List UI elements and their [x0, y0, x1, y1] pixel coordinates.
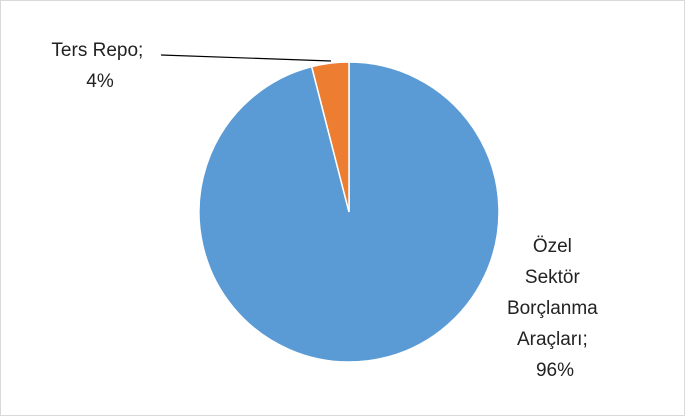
label-ozel-sektor-line-4: Araçları; — [517, 329, 588, 350]
leader-line-ters-repo — [160, 54, 332, 62]
label-ozel-sektor: Özel Sektör Borçlanma Araçları; 96% — [507, 236, 603, 381]
label-ters-repo: Ters Repo; 4% — [51, 40, 148, 92]
label-ozel-sektor-line-3: Borçlanma — [507, 298, 598, 319]
label-ozel-sektor-line-2: Sektör — [525, 267, 581, 288]
label-ozel-sektor-line-1: Özel — [533, 236, 572, 257]
pie-slice-1 — [310, 61, 350, 213]
label-ozel-sektor-line-5: 96% — [536, 360, 574, 381]
label-ters-repo-line-2: 4% — [86, 71, 114, 92]
label-ters-repo-line-1: Ters Repo; — [51, 40, 143, 61]
